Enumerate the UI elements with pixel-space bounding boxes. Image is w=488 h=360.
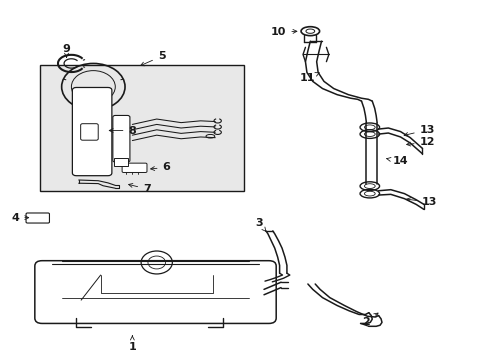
Text: 12: 12 [406, 138, 434, 147]
Text: 13: 13 [403, 125, 434, 136]
Text: 4: 4 [11, 213, 29, 222]
FancyBboxPatch shape [122, 163, 147, 172]
FancyBboxPatch shape [113, 116, 130, 162]
Text: 2: 2 [362, 313, 377, 327]
Text: 14: 14 [386, 156, 407, 166]
Text: 5: 5 [141, 51, 165, 66]
Text: 8: 8 [109, 126, 136, 135]
Text: 13: 13 [406, 197, 437, 207]
Text: 9: 9 [62, 44, 70, 57]
Text: 6: 6 [150, 162, 170, 172]
Bar [114, 158, 128, 166]
Text: 11: 11 [300, 73, 319, 83]
FancyBboxPatch shape [35, 261, 276, 323]
Text: 10: 10 [270, 27, 296, 37]
Text: 3: 3 [255, 218, 265, 231]
FancyBboxPatch shape [81, 124, 98, 140]
Bar [40, 65, 244, 191]
FancyBboxPatch shape [72, 87, 112, 176]
Text: 7: 7 [128, 184, 150, 194]
Text: 1: 1 [128, 336, 136, 352]
FancyBboxPatch shape [26, 213, 49, 223]
